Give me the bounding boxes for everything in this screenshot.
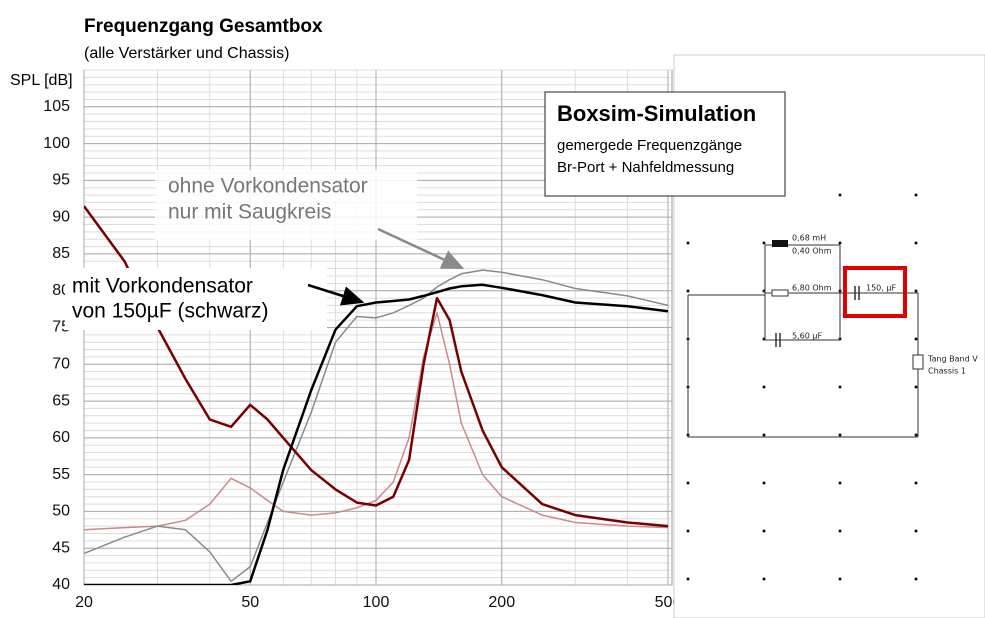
info-box-line: Br-Port + Nahfeldmessung	[557, 159, 734, 176]
y-tick-label: 95	[52, 172, 70, 189]
series-line	[84, 269, 669, 583]
grid-dot	[762, 385, 766, 389]
x-tick-label: 50	[241, 594, 259, 611]
grid-dot	[914, 289, 918, 293]
resistor	[771, 289, 789, 297]
grid-dot	[686, 289, 690, 293]
series-line	[84, 312, 669, 531]
grid-dot	[914, 337, 918, 341]
y-tick-label: 105	[43, 98, 70, 115]
y-tick-label: 55	[52, 466, 70, 483]
grid-dot	[838, 241, 842, 245]
y-tick-label: 40	[52, 576, 70, 593]
grid-dot	[838, 577, 842, 581]
x-tick-label: 20	[75, 594, 93, 611]
grid-dot	[762, 529, 766, 533]
y-axis-label: SPL [dB]	[10, 72, 73, 89]
x-tick-label: 100	[363, 594, 390, 611]
grid-dot	[838, 385, 842, 389]
y-tick-label: 65	[52, 392, 70, 409]
highlight-box	[843, 266, 907, 318]
grid-dot	[914, 529, 918, 533]
grid-dot	[686, 241, 690, 245]
annotation-arrow	[377, 227, 465, 270]
grid-dot	[914, 433, 918, 437]
info-box	[544, 91, 786, 197]
annotation: von 150µF (schwarz)	[72, 300, 269, 323]
grid-dot	[914, 241, 918, 245]
annotation-background	[65, 268, 327, 330]
info-box-line: gemergede Frequenzgänge	[557, 137, 742, 154]
grid-dot	[838, 433, 842, 437]
y-tick-label: 100	[43, 135, 70, 152]
annotation-background	[155, 170, 417, 240]
chart-title: Frequenzgang Gesamtbox	[84, 16, 323, 37]
y-tick-label: 90	[52, 208, 70, 225]
circuit-label: 0,40 Ohm	[792, 247, 832, 256]
grid-dot	[914, 385, 918, 389]
annotation: nur mit Saugkreis	[168, 201, 331, 224]
capacitor	[854, 286, 860, 300]
circuit-wires	[687, 244, 919, 438]
circuit-label: Chassis 1	[928, 367, 966, 376]
x-tick-label: 200	[488, 594, 515, 611]
chart-subtitle: (alle Verstärker und Chassis)	[84, 45, 289, 62]
grid-dot	[762, 433, 766, 437]
grid-dot	[762, 241, 766, 245]
circuit-label: 150, µF	[866, 284, 896, 293]
annotation: ohne Vorkondensator	[168, 175, 368, 198]
grid-dot	[838, 529, 842, 533]
circuit-label: 6,80 Ohm	[792, 284, 832, 293]
grid-dot	[762, 481, 766, 485]
annotation-arrow	[307, 283, 365, 306]
y-tick-label: 85	[52, 245, 70, 262]
circuit-label: 0,68 mH	[792, 234, 826, 243]
grid-dot	[914, 193, 918, 197]
grid-dot	[914, 481, 918, 485]
series-group	[84, 205, 669, 585]
circuit-label: 5,60 µF	[792, 332, 822, 341]
grid-dot	[762, 577, 766, 581]
grid-dot	[914, 577, 918, 581]
grid-dot	[838, 481, 842, 485]
grid-dot	[838, 193, 842, 197]
series-line	[84, 283, 669, 585]
inductor	[772, 240, 788, 247]
series-line	[84, 205, 669, 528]
y-tick-label: 60	[52, 429, 70, 446]
grid-dot	[686, 577, 690, 581]
grid-dot	[686, 481, 690, 485]
info-box-title: Boxsim-Simulation	[557, 101, 756, 126]
capacitor	[775, 333, 781, 347]
y-tick-label: 45	[52, 539, 70, 556]
y-tick-label: 50	[52, 503, 70, 520]
y-tick-label: 70	[52, 356, 70, 373]
grid-dot	[686, 529, 690, 533]
annotation: mit Vorkondensator	[72, 275, 253, 298]
speaker	[912, 354, 924, 370]
circuit-label: Tang Band V	[927, 355, 978, 364]
